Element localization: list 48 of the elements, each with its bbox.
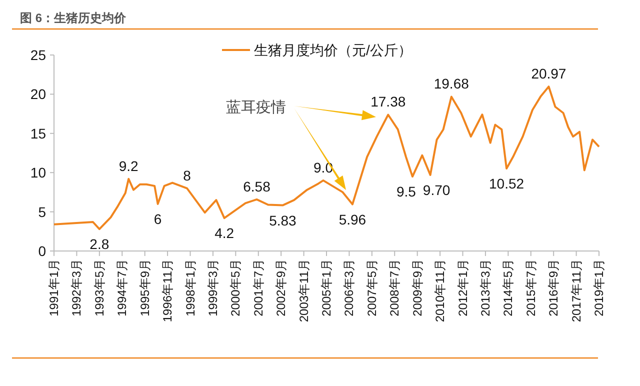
x-tick-label: 1991年1月 <box>47 259 61 316</box>
x-tick-label: 2017年11月 <box>569 259 584 322</box>
x-tick-label: 2008年7月 <box>388 259 402 316</box>
x-tick-label: 2003年11月 <box>296 259 311 322</box>
x-tick-label: 2016年9月 <box>546 259 561 316</box>
y-tick-label: 10 <box>30 164 46 181</box>
x-tick-label: 2000年5月 <box>228 259 243 316</box>
annotation: 2.8 <box>90 236 110 252</box>
annotation: 4.2 <box>214 225 234 242</box>
chart-title: 图 6：生猪历史均价 <box>20 11 128 25</box>
annotation: 9.70 <box>422 182 450 198</box>
y-tick-label: 0 <box>38 243 46 259</box>
x-tick-label: 1999年3月 <box>206 259 220 316</box>
y-tick-label: 15 <box>30 125 46 142</box>
x-tick-label: 2002年9月 <box>274 259 288 316</box>
annotation: 20.97 <box>531 66 566 82</box>
x-tick-label: 2019年1月 <box>592 259 606 316</box>
x-tick-label: 1998年1月 <box>183 259 198 316</box>
annotation: 8 <box>183 167 192 184</box>
annotation: 10.52 <box>489 176 524 192</box>
x-tick-label: 2015年7月 <box>524 259 538 316</box>
x-tick-label: 1993年5月 <box>92 259 106 316</box>
annotation: 19.68 <box>434 76 470 92</box>
y-tick-label: 5 <box>38 204 46 220</box>
annotation: 6.58 <box>243 178 271 194</box>
legend-label: 生猪月度均价（元/公斤） <box>254 42 412 58</box>
annotation: 6 <box>154 210 162 227</box>
x-tick-label: 2006年3月 <box>342 259 356 316</box>
x-tick-label: 2005年1月 <box>320 259 334 316</box>
y-tick-label: 20 <box>30 86 46 102</box>
y-tick-label: 25 <box>30 47 46 63</box>
annotation: 5.83 <box>269 212 297 228</box>
x-tick-label: 1996年11月 <box>160 259 175 322</box>
x-tick-label: 2014年5月 <box>501 259 516 316</box>
x-tick-label: 2001年7月 <box>251 259 266 316</box>
annotation: 蓝耳疫情 <box>226 99 286 116</box>
x-tick-label: 1992年3月 <box>70 259 84 316</box>
x-tick-label: 2013年3月 <box>478 259 492 316</box>
x-tick-label: 2012年1月 <box>456 259 470 316</box>
x-tick-label: 2009年9月 <box>410 259 424 316</box>
x-tick-label: 2010年11月 <box>433 259 448 322</box>
annotation: 5.96 <box>338 211 366 228</box>
annotation: 9.2 <box>118 158 139 174</box>
x-tick-label: 1995年9月 <box>138 259 152 316</box>
x-tick-label: 1994年7月 <box>115 259 130 316</box>
annotation: 9.5 <box>396 184 416 200</box>
x-tick-label: 2007年5月 <box>364 259 379 316</box>
annotation: 17.38 <box>370 94 406 110</box>
